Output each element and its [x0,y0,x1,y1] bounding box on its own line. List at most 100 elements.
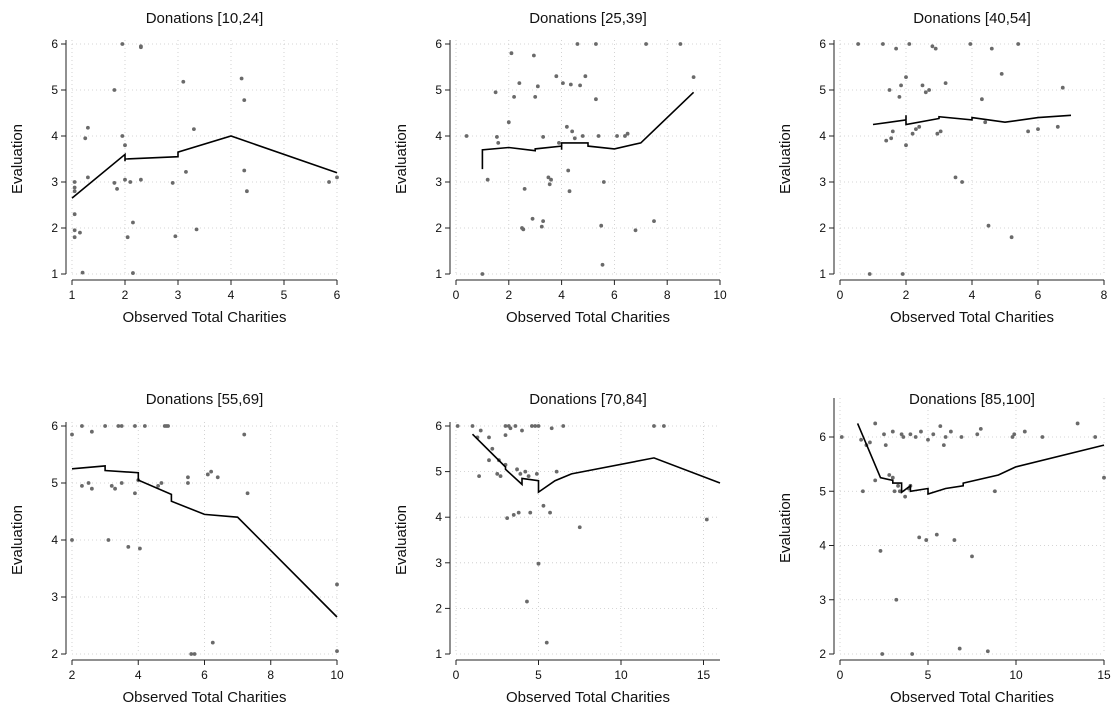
y-tick-label: 5 [819,484,826,498]
data-point [520,428,524,433]
data-point [577,525,582,530]
y-axis-label: Evaluation [777,493,794,563]
data-point [138,546,142,551]
data-point [927,88,931,92]
data-point [975,432,980,437]
data-point [80,270,85,275]
data-point [120,42,125,46]
data-point [128,180,133,184]
data-point [509,51,514,56]
data-point [943,435,948,439]
data-point [112,88,117,92]
data-point [327,180,331,184]
data-point [531,53,536,58]
y-tick-label: 3 [819,175,826,189]
data-point [139,45,143,50]
chart-panel-6: 0 5 10 15 2 3 4 5 6 Donations [85,100] Observed To… [777,391,1111,706]
data-point [522,187,527,191]
data-point [505,516,510,521]
y-tick-label: 5 [435,465,442,479]
data-point [572,136,577,141]
data-point [959,435,964,439]
data-point [557,141,561,145]
data-point [567,189,572,194]
data-point [70,432,74,437]
data-point [919,429,923,434]
data-point [583,74,588,79]
data-point [549,177,553,182]
y-axis-label: Evaluation [777,124,794,194]
data-point [194,227,199,232]
data-point [189,652,194,656]
data-point [115,187,119,191]
data-point [578,83,582,88]
data-point [884,138,889,143]
data-point [1102,475,1106,480]
data-point [1010,435,1015,439]
data-point [881,42,885,46]
x-axis-label: Observed Total Charities [506,689,670,706]
data-point [652,424,656,428]
data-point [917,535,922,540]
data-point [536,561,541,566]
data-point [170,181,175,185]
data-point [596,134,601,138]
data-point [941,443,946,448]
data-point [131,220,135,225]
fit-line [872,114,1072,126]
data-point [633,228,638,233]
y-tick-label: 4 [819,129,826,143]
data-point [533,95,538,99]
x-axis-label: Observed Total Charities [890,689,1054,706]
data-point [106,538,111,542]
data-point [496,141,501,145]
y-tick-label: 3 [435,556,442,570]
y-tick-label: 2 [51,221,58,235]
y-tick-label: 4 [435,510,442,524]
data-point [899,83,903,88]
x-tick-label: 0 [837,668,844,682]
data-point [934,532,939,537]
data-point [490,446,495,451]
data-point [883,443,888,448]
data-point [580,134,585,138]
data-point [897,489,902,494]
y-tick-label: 3 [435,175,442,189]
x-axis-label: Observed Total Charities [506,309,670,326]
data-point [554,469,559,474]
data-point [239,76,244,81]
data-point [78,230,82,235]
data-point [890,475,895,480]
data-point [985,649,990,654]
data-point [1093,435,1098,439]
data-point [566,168,571,173]
data-point [1040,435,1045,439]
data-point [133,424,137,428]
panel-title: Donations [70,84] [529,391,647,408]
y-tick-label: 3 [51,590,58,604]
data-point [561,424,566,428]
data-point [1022,429,1027,434]
data-point [123,143,127,148]
y-tick-label: 5 [51,83,58,97]
x-tick-label: 8 [267,668,274,682]
y-tick-label: 6 [51,37,58,51]
y-tick-label: 4 [435,129,442,143]
data-point [986,223,991,228]
data-point [80,483,84,488]
y-tick-label: 1 [435,267,442,281]
data-point [516,510,521,515]
x-tick-label: 2 [903,288,910,302]
fit-line [481,91,695,170]
data-point [515,467,519,472]
x-tick-label: 15 [1097,668,1111,682]
data-point [89,429,94,434]
data-point [184,169,188,174]
data-point [242,168,247,173]
data-point [873,478,878,483]
data-point [242,98,247,103]
data-point [464,134,469,138]
data-point [245,189,249,194]
